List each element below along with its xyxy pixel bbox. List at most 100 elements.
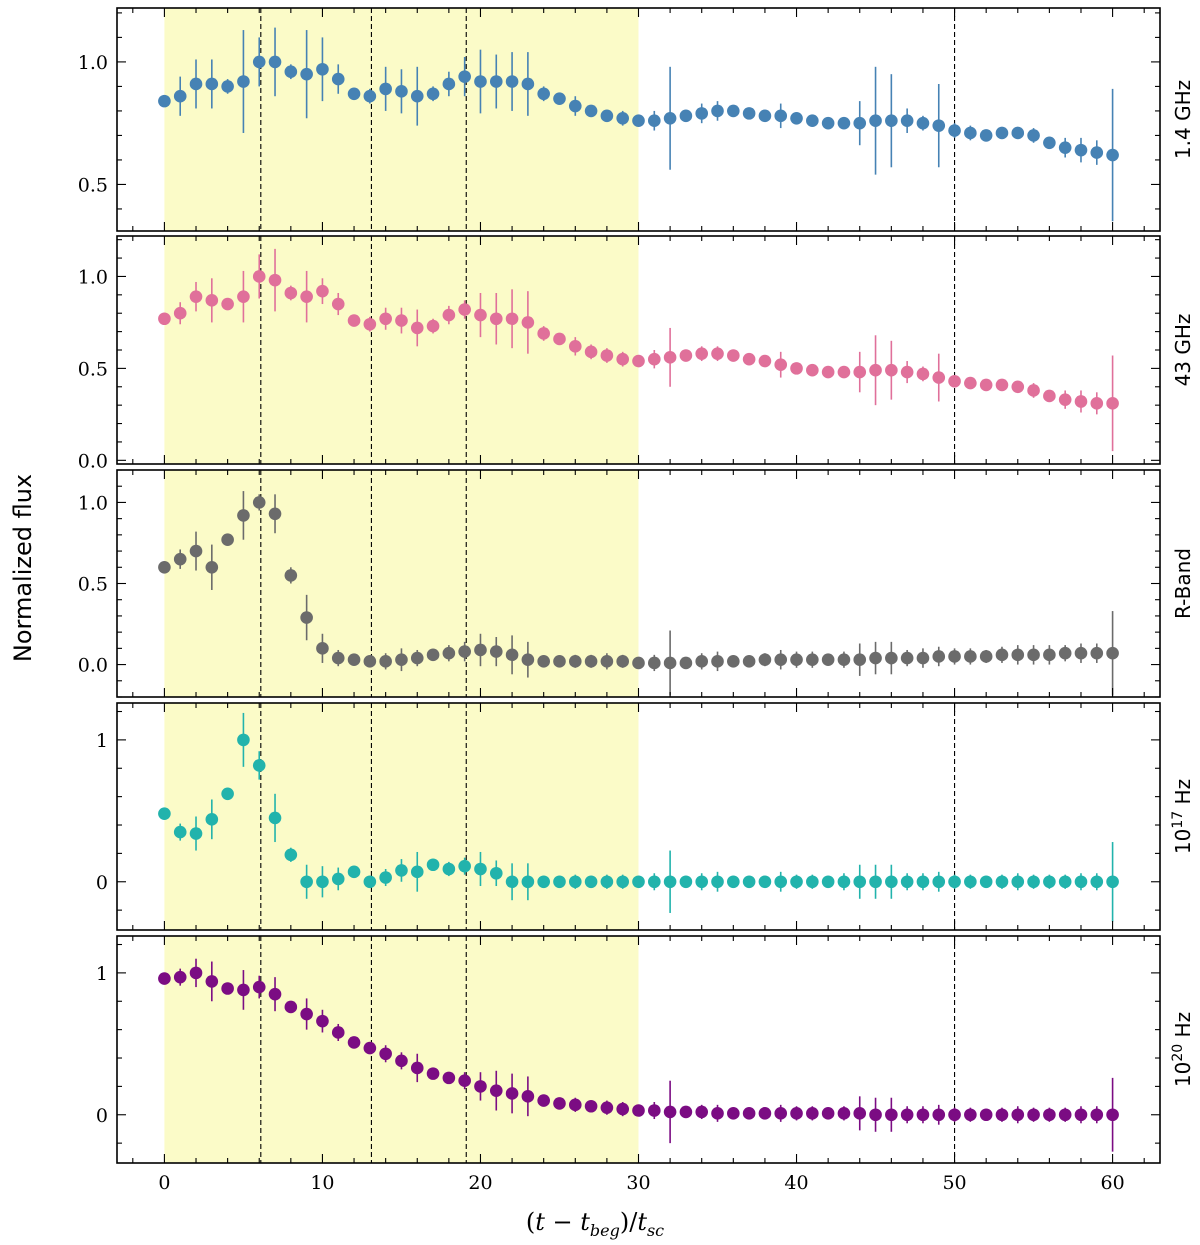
panel-label: 1.4 GHz xyxy=(1171,80,1195,159)
data-point xyxy=(1027,648,1040,662)
y-tick-label: 0.5 xyxy=(78,574,108,596)
data-point xyxy=(648,875,661,889)
data-point xyxy=(727,1107,740,1120)
data-point xyxy=(948,875,961,889)
data-point xyxy=(758,354,772,368)
data-point xyxy=(964,875,977,889)
data-point xyxy=(189,290,203,303)
shaded-region xyxy=(164,703,639,930)
data-point xyxy=(853,365,867,379)
data-point xyxy=(648,114,661,128)
data-point xyxy=(774,358,788,372)
data-point xyxy=(932,1108,946,1122)
data-point xyxy=(1043,648,1056,662)
data-point xyxy=(537,655,550,668)
data-point xyxy=(1027,129,1040,142)
data-point xyxy=(474,308,487,322)
data-point xyxy=(395,864,408,877)
data-point xyxy=(410,865,424,879)
data-point xyxy=(268,55,282,69)
data-point xyxy=(727,875,740,889)
data-point xyxy=(1011,875,1025,889)
data-point xyxy=(869,1108,882,1122)
data-point xyxy=(331,651,345,665)
data-point xyxy=(331,1026,345,1039)
data-point xyxy=(237,983,250,997)
data-point xyxy=(489,75,503,88)
data-point xyxy=(742,107,756,120)
y-tick-label: 0.5 xyxy=(78,358,108,380)
data-point xyxy=(758,109,772,123)
data-point xyxy=(505,75,519,88)
data-point xyxy=(900,365,914,379)
data-point xyxy=(616,111,629,125)
data-point xyxy=(363,1041,377,1055)
data-point xyxy=(474,862,487,876)
data-point xyxy=(300,1007,313,1021)
data-point xyxy=(426,858,440,872)
data-point xyxy=(173,970,187,984)
data-point xyxy=(995,875,1009,889)
panel-label: 1020 Hz xyxy=(1170,1012,1195,1087)
data-point xyxy=(869,363,882,377)
data-point xyxy=(1090,146,1104,159)
data-point xyxy=(679,349,693,362)
data-point xyxy=(1043,875,1056,889)
data-point xyxy=(758,875,772,889)
x-tick-label: 60 xyxy=(1100,1172,1124,1194)
data-point xyxy=(806,363,819,377)
data-point xyxy=(600,349,614,362)
data-point xyxy=(379,871,392,884)
data-point xyxy=(1027,1108,1040,1122)
data-point xyxy=(821,116,835,130)
data-point xyxy=(584,875,598,889)
data-point xyxy=(268,811,282,825)
data-point xyxy=(442,77,456,91)
data-point xyxy=(489,1084,503,1097)
data-point xyxy=(189,544,203,558)
data-point xyxy=(853,1107,867,1120)
data-point xyxy=(885,875,898,889)
data-point xyxy=(205,975,219,988)
data-point xyxy=(395,653,408,667)
y-tick-label: 1.0 xyxy=(78,52,108,74)
data-point xyxy=(300,875,313,889)
x-tick-label: 50 xyxy=(942,1172,966,1194)
data-point xyxy=(1074,143,1088,157)
data-point xyxy=(237,509,250,522)
data-point xyxy=(790,653,803,667)
data-point xyxy=(964,376,977,390)
data-point xyxy=(553,92,566,105)
data-point xyxy=(663,1105,677,1119)
panel-2: 0.0 0.5 1.0 43 GHz xyxy=(78,235,1195,472)
y-tick-label: 0 xyxy=(96,1105,108,1127)
data-point xyxy=(505,648,519,662)
data-point xyxy=(979,875,993,889)
data-point xyxy=(410,89,424,103)
data-point xyxy=(379,82,392,96)
data-point xyxy=(584,1099,598,1113)
data-point xyxy=(363,89,377,103)
data-point xyxy=(663,111,677,125)
data-point xyxy=(268,273,282,287)
data-point xyxy=(916,116,930,130)
data-point xyxy=(568,875,582,889)
data-point xyxy=(521,77,535,91)
data-point xyxy=(474,643,487,657)
data-point xyxy=(616,655,629,668)
data-point xyxy=(221,297,234,311)
data-point xyxy=(568,1098,582,1112)
data-point xyxy=(632,354,645,368)
data-point xyxy=(1058,393,1072,406)
data-point xyxy=(331,872,345,886)
data-point xyxy=(553,655,566,668)
data-point xyxy=(600,655,614,668)
y-tick-label: 1.0 xyxy=(78,266,108,288)
y-tick-label: 0 xyxy=(96,872,108,894)
data-point xyxy=(363,317,377,331)
data-point xyxy=(853,116,867,130)
data-point xyxy=(284,286,298,300)
data-point xyxy=(1011,1108,1025,1122)
data-point xyxy=(774,1107,788,1120)
data-point xyxy=(600,1101,614,1114)
